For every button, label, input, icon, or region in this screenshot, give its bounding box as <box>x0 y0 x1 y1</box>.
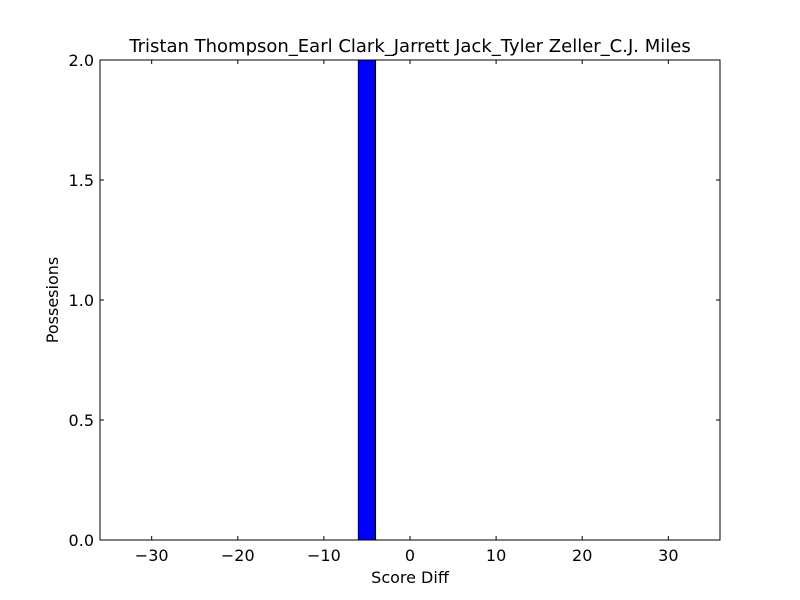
chart-title: Tristan Thompson_Earl Clark_Jarrett Jack… <box>128 36 690 57</box>
x-tick-label: −10 <box>307 546 341 565</box>
x-tick-label: −20 <box>221 546 255 565</box>
x-tick-label: 10 <box>486 546 506 565</box>
y-ticks-group: 0.0 0.5 1.0 1.5 2.0 <box>69 51 720 550</box>
y-tick-label: 2.0 <box>69 51 94 70</box>
y-tick-label: 0.5 <box>69 411 94 430</box>
x-axis-label: Score Diff <box>371 568 450 587</box>
bars-group <box>357 59 377 541</box>
x-tick-label: 0 <box>405 546 415 565</box>
bar-0 <box>357 59 377 541</box>
x-tick-label: 20 <box>572 546 592 565</box>
y-axis-label: Possesions <box>43 257 62 343</box>
plot-frame <box>99 59 721 541</box>
x-tick-label: 30 <box>658 546 678 565</box>
y-tick-label: 1.0 <box>69 291 94 310</box>
x-tick-label: −30 <box>135 546 169 565</box>
y-tick-label: 1.5 <box>69 171 94 190</box>
plot-area <box>100 60 720 540</box>
y-tick-label: 0.0 <box>69 531 94 550</box>
x-ticks-group: −30 −20 −10 0 10 20 30 <box>135 60 679 565</box>
